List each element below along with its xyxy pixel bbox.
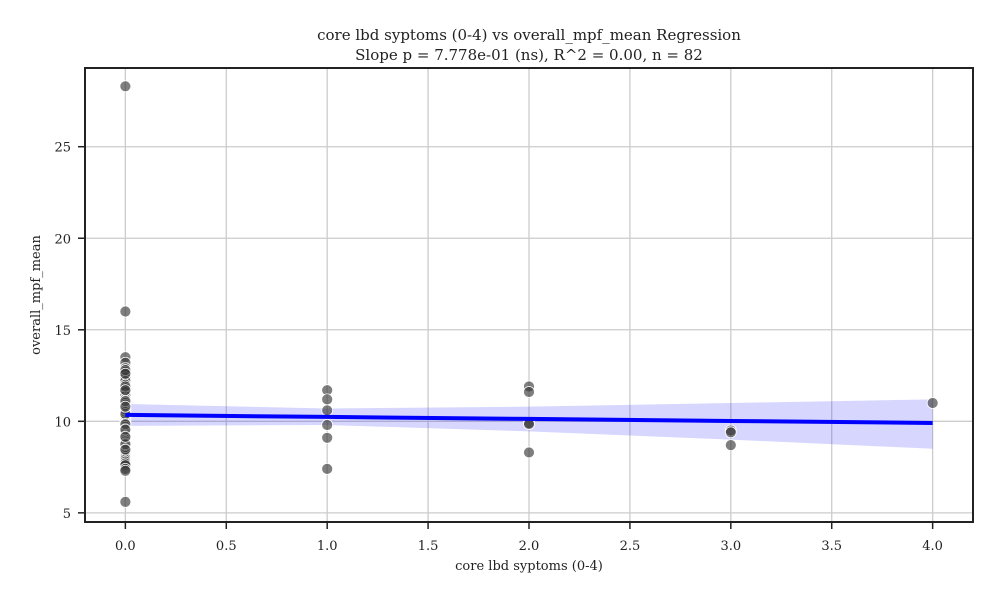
data-point — [321, 463, 334, 475]
x-tick-label: 1.5 — [418, 539, 439, 554]
data-point — [523, 446, 535, 459]
plot-frame — [84, 67, 974, 523]
data-point — [724, 439, 737, 452]
data-point — [523, 386, 535, 398]
data-point — [926, 397, 939, 409]
data-point — [119, 443, 132, 456]
x-tick-label: 2.0 — [519, 539, 540, 554]
x-tick-label: 0.5 — [216, 539, 237, 554]
x-tick-label: 4.0 — [922, 539, 943, 554]
data-point — [321, 419, 334, 431]
x-tick-label: 2.5 — [620, 539, 641, 554]
data-point — [119, 464, 132, 477]
x-tick-label: 3.5 — [821, 539, 842, 554]
x-tick-label: 0.0 — [115, 539, 136, 554]
y-axis-label: overall_mpf_mean — [29, 234, 44, 354]
x-tick-label: 1.0 — [317, 539, 338, 554]
y-tick-label: 25 — [54, 141, 71, 156]
chart-subtitle: Slope p = 7.778e-01 (ns), R^2 = 0.00, n … — [355, 46, 703, 64]
x-tick-label: 3.0 — [720, 539, 741, 554]
grid-lines — [85, 68, 973, 522]
y-tick-label: 20 — [54, 232, 71, 247]
data-point — [119, 305, 132, 318]
data-point — [321, 431, 334, 444]
data-point — [119, 80, 132, 93]
data-point — [321, 404, 334, 417]
regression-line-group — [125, 412, 933, 425]
data-point — [724, 426, 737, 439]
data-point — [119, 400, 132, 413]
y-tick-label: 15 — [54, 324, 71, 339]
scatter-points — [119, 80, 939, 508]
y-tick-label: 5 — [63, 507, 71, 522]
x-axis-label: core lbd syptoms (0-4) — [455, 559, 603, 574]
data-point — [119, 495, 132, 508]
data-point — [119, 430, 132, 443]
chart-title: core lbd syptoms (0-4) vs overall_mpf_me… — [317, 26, 741, 44]
data-point — [321, 393, 334, 406]
axis-ticks: 0.0 0.5 1.0 1.5 2.0 2.5 3.0 3.5 4.0 5 10 15 20 25 — [54, 141, 943, 554]
y-tick-label: 10 — [54, 415, 71, 430]
data-point — [119, 367, 132, 380]
regression-line — [125, 412, 933, 425]
data-point — [119, 384, 132, 397]
